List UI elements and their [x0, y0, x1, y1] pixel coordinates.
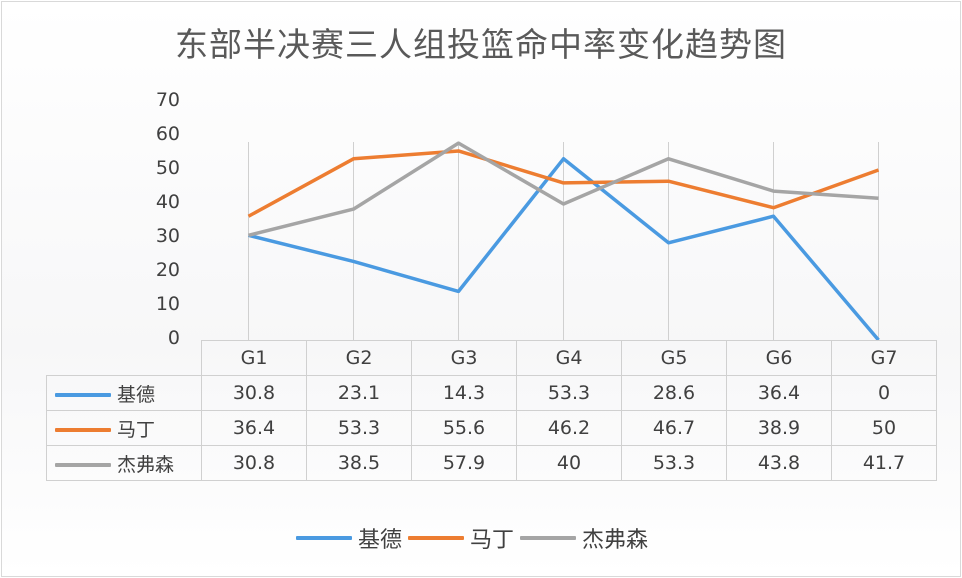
- series-line[interactable]: [248, 157, 880, 342]
- table-cell: 23.1: [306, 375, 412, 411]
- table-cell: 36.4: [726, 375, 832, 411]
- series-swatch-icon: [55, 393, 111, 397]
- chart-title: 东部半决赛三人组投篮命中率变化趋势图: [175, 25, 787, 64]
- y-tick-label: 70: [155, 89, 180, 111]
- table-cell: 30.8: [201, 375, 307, 411]
- table-row: 基德 30.8 23.1 14.3 53.3 28.6 36.4 0: [46, 375, 937, 411]
- table-cell: 14.3: [411, 375, 517, 411]
- table-cell: 50: [831, 410, 937, 446]
- table-cell: 46.7: [621, 410, 727, 446]
- y-tick-label: 40: [155, 191, 180, 213]
- column-header: G7: [831, 340, 937, 376]
- column-header: G6: [726, 340, 832, 376]
- table-cell: 38.9: [726, 410, 832, 446]
- table-cell: 53.3: [306, 410, 412, 446]
- table-cell: 53.3: [516, 375, 622, 411]
- table-cell: 28.6: [621, 375, 727, 411]
- column-header: G5: [621, 340, 727, 376]
- table-cell: 46.2: [516, 410, 622, 446]
- table-cell: 36.4: [201, 410, 307, 446]
- table-corner: [46, 340, 202, 376]
- legend-item-jefferson[interactable]: 杰弗森: [520, 522, 648, 554]
- table-cell: 0: [831, 375, 937, 411]
- legend-item-martin[interactable]: 马丁: [408, 522, 514, 554]
- column-header: G2: [306, 340, 412, 376]
- row-label: 马丁: [46, 410, 202, 446]
- row-label: 基德: [46, 375, 202, 411]
- table-cell: 57.9: [411, 445, 517, 481]
- table-header-row: G1 G2 G3 G4 G5 G6 G7: [46, 340, 937, 376]
- table-cell: 41.7: [831, 445, 937, 481]
- chart-legend: 基德 马丁 杰弗森: [296, 522, 654, 554]
- row-label-text: 马丁: [117, 418, 156, 441]
- table-cell: 38.5: [306, 445, 412, 481]
- table-cell: 55.6: [411, 410, 517, 446]
- series-line[interactable]: [248, 141, 879, 237]
- legend-line-icon: [408, 536, 465, 540]
- row-label-text: 杰弗森: [117, 453, 175, 476]
- data-table: G1 G2 G3 G4 G5 G6 G7 基德 30.8 23.1 14.3 5…: [46, 340, 937, 481]
- table-cell: 30.8: [201, 445, 307, 481]
- legend-label: 基德: [358, 528, 403, 553]
- row-label-text: 基德: [117, 383, 156, 406]
- y-tick-label: 20: [155, 259, 180, 281]
- y-tick-label: 10: [155, 293, 180, 315]
- legend-item-kidd[interactable]: 基德: [296, 522, 402, 554]
- y-tick-label: 60: [155, 123, 180, 145]
- legend-label: 杰弗森: [582, 528, 649, 553]
- series-line[interactable]: [247, 149, 880, 218]
- legend-line-icon: [296, 536, 352, 540]
- legend-line-icon: [520, 536, 577, 540]
- legend-label: 马丁: [470, 528, 515, 553]
- series-swatch-icon: [55, 428, 111, 432]
- row-label: 杰弗森: [46, 445, 202, 481]
- table-cell: 40: [516, 445, 622, 481]
- table-cell: 43.8: [726, 445, 832, 481]
- series-swatch-icon: [55, 463, 111, 467]
- table-row: 马丁 36.4 53.3 55.6 46.2 46.7 38.9 50: [46, 410, 937, 446]
- table-cell: 53.3: [621, 445, 727, 481]
- y-tick-label: 50: [155, 157, 180, 179]
- table-row: 杰弗森 30.8 38.5 57.9 40 53.3 43.8 41.7: [46, 445, 937, 481]
- column-header: G3: [411, 340, 517, 376]
- column-header: G4: [516, 340, 622, 376]
- column-header: G1: [201, 340, 307, 376]
- y-tick-label: 30: [155, 225, 180, 247]
